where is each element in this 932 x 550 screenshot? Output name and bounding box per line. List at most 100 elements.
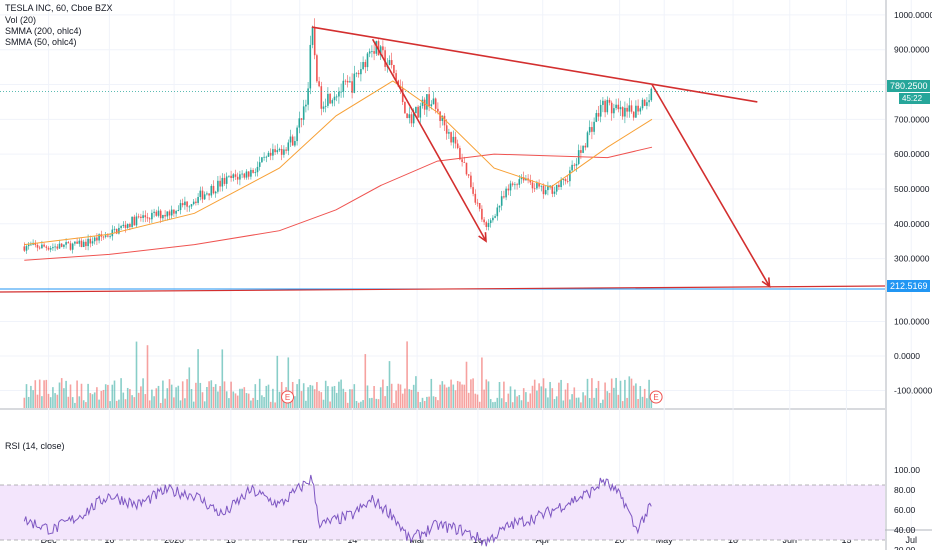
- candle-body: [287, 142, 290, 151]
- candle-body: [201, 190, 204, 200]
- candle-body: [388, 60, 391, 66]
- volume-bar: [206, 387, 208, 408]
- volume-bar: [137, 392, 140, 408]
- volume-bar: [467, 392, 470, 408]
- candle-body: [542, 185, 545, 195]
- volume-bar: [591, 378, 593, 408]
- volume-bar: [573, 387, 576, 408]
- candle-body: [93, 237, 96, 242]
- candle-body: [137, 216, 140, 218]
- candle-body: [208, 193, 210, 196]
- candle-body: [443, 115, 446, 126]
- candle-body: [38, 247, 41, 249]
- volume-bar: [445, 387, 448, 408]
- legend-smma50: SMMA (50, ohlc4): [5, 37, 77, 47]
- earnings-marker: [281, 390, 295, 404]
- legend-vol: Vol (20): [5, 15, 37, 25]
- candle-body: [452, 136, 455, 143]
- candle-body: [256, 166, 259, 173]
- volume-bar: [646, 398, 648, 408]
- candle-body: [463, 161, 466, 163]
- candle-body: [278, 148, 281, 151]
- candle-body: [489, 220, 492, 224]
- volume-bar: [474, 393, 477, 408]
- volume-bar: [639, 386, 642, 408]
- volume-bar: [610, 378, 613, 408]
- volume-bar: [349, 389, 351, 408]
- candle-body: [223, 177, 226, 184]
- volume-bar: [507, 393, 510, 408]
- candle-body: [221, 177, 224, 187]
- candle-body: [338, 91, 340, 97]
- volume-bar: [566, 383, 569, 408]
- candle-body: [122, 224, 125, 227]
- volume-bar: [294, 396, 296, 408]
- candle-body: [408, 114, 411, 119]
- volume-bar: [87, 383, 89, 408]
- volume-bar: [186, 379, 188, 408]
- candle-body: [393, 64, 395, 74]
- candle-body: [47, 247, 50, 250]
- volume-bar: [256, 399, 259, 408]
- candle-body: [522, 177, 525, 181]
- candle-body: [199, 190, 202, 198]
- volume-bar: [551, 388, 554, 408]
- candle-body: [340, 91, 342, 93]
- candle-body: [250, 169, 252, 177]
- candle-body: [562, 179, 565, 180]
- volume-bar: [360, 401, 362, 408]
- candle-body: [646, 102, 648, 106]
- candle-body: [247, 171, 250, 177]
- volume-bar: [146, 345, 149, 408]
- volume-bar: [351, 389, 353, 408]
- volume-bar: [118, 399, 120, 408]
- candle-body: [234, 174, 237, 177]
- volume-bar: [184, 398, 186, 408]
- candle-body: [628, 105, 631, 112]
- downtrend-arrow-1: [371, 38, 487, 242]
- volume-bar: [131, 395, 133, 408]
- volume-bar: [296, 384, 298, 408]
- volume-bar: [492, 402, 494, 408]
- volume-bar: [525, 392, 527, 408]
- volume-bar: [25, 384, 28, 408]
- candle-body: [82, 241, 85, 247]
- candle-body: [478, 203, 481, 209]
- volume-bar: [27, 396, 30, 408]
- rsi-tick-label: 80.00: [894, 485, 916, 495]
- candle-body: [516, 184, 518, 186]
- candle-body: [566, 181, 569, 182]
- candle-body: [606, 99, 609, 113]
- candle-body: [71, 243, 74, 250]
- volume-bar: [366, 385, 369, 408]
- volume-bar: [630, 378, 633, 408]
- volume-bar: [195, 382, 197, 408]
- candle-body: [507, 188, 510, 191]
- candle-body: [366, 53, 369, 68]
- volume-bar: [423, 400, 426, 408]
- volume-bar: [470, 379, 472, 408]
- volume-bar: [547, 397, 549, 408]
- candle-body: [274, 149, 276, 153]
- volume-bar: [608, 392, 611, 408]
- candle-body: [434, 98, 437, 109]
- volume-bar: [58, 382, 61, 408]
- volume-bar: [41, 396, 43, 408]
- candle-body: [448, 132, 450, 134]
- candle-body: [540, 185, 543, 187]
- volume-bar: [173, 397, 175, 408]
- candle-body: [454, 136, 457, 144]
- volume-bar: [489, 399, 492, 408]
- candle-body: [613, 108, 615, 114]
- candle-body: [267, 152, 270, 157]
- candle-body: [311, 27, 314, 45]
- volume-bar: [368, 398, 371, 408]
- candle-body: [360, 69, 362, 75]
- volume-bar: [109, 401, 111, 408]
- volume-bar: [82, 400, 85, 408]
- volume-bar: [595, 388, 598, 408]
- candle-body: [619, 107, 622, 110]
- volume-bar: [175, 387, 177, 408]
